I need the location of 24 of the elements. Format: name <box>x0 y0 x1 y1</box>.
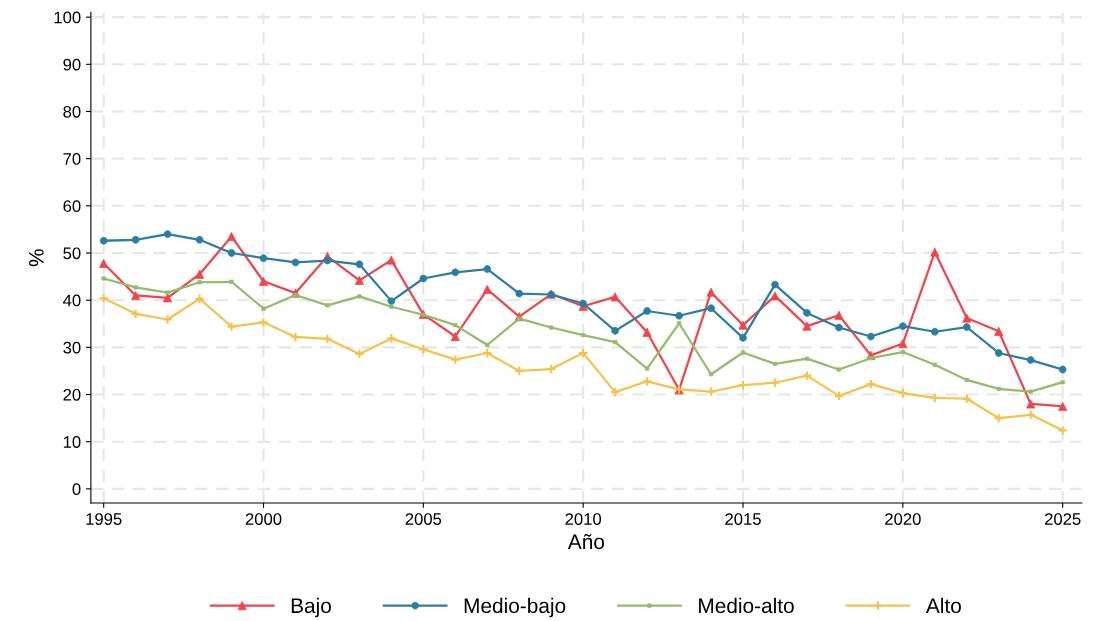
x-tick-label: 2020 <box>885 513 921 525</box>
y-tick-label: 100 <box>54 11 81 24</box>
y-tick-label: 20 <box>63 388 81 401</box>
x-tick-label: 1995 <box>86 513 122 525</box>
legend-label: Bajo <box>291 597 331 618</box>
y-tick-label: 30 <box>63 341 81 354</box>
x-tick-label: 2010 <box>565 513 602 525</box>
x-tick-label: 2015 <box>725 513 761 525</box>
x-tick-label: 2025 <box>1044 513 1081 525</box>
x-axis-title: Año <box>567 533 605 550</box>
y-tick-label: 70 <box>63 153 81 165</box>
y-tick-label: 80 <box>63 105 81 118</box>
y-tick-label: 40 <box>63 294 81 307</box>
y-tick-label: 50 <box>63 247 81 260</box>
legend-label: Medio-bajo <box>464 597 566 618</box>
x-tick-label: 2000 <box>245 513 282 525</box>
x-tick-label: 2005 <box>405 513 442 525</box>
legend-label: Medio-alto <box>699 597 794 614</box>
y-tick-label: 0 <box>72 483 81 496</box>
y-tick-label: 90 <box>63 58 81 71</box>
legend-label: Alto <box>925 597 961 614</box>
y-tick-label: 60 <box>63 200 81 213</box>
y-tick-label: 10 <box>63 436 81 448</box>
y-axis-title: % <box>29 249 44 267</box>
